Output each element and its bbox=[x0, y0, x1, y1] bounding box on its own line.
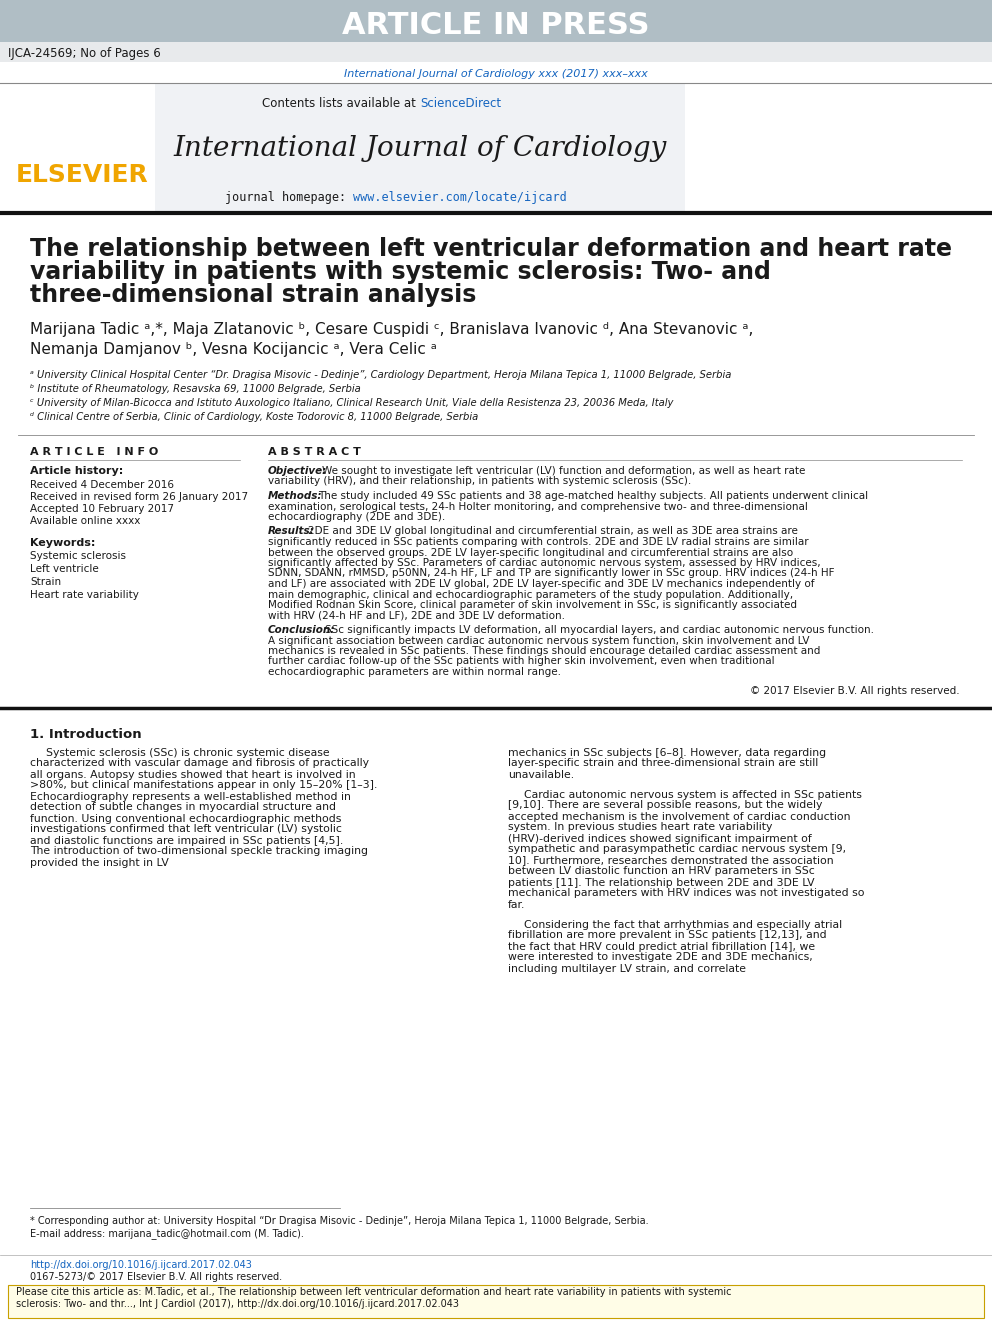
Text: significantly affected by SSc. Parameters of cardiac autonomic nervous system, a: significantly affected by SSc. Parameter… bbox=[268, 558, 820, 568]
Text: Objective:: Objective: bbox=[268, 466, 327, 476]
Text: sclerosis: Two- and thr..., Int J Cardiol (2017), http://dx.doi.org/10.1016/j.ij: sclerosis: Two- and thr..., Int J Cardio… bbox=[16, 1299, 459, 1308]
Text: A significant association between cardiac autonomic nervous system function, ski: A significant association between cardia… bbox=[268, 635, 809, 646]
Text: Accepted 10 February 2017: Accepted 10 February 2017 bbox=[30, 504, 174, 515]
Text: ᶜ University of Milan-Bicocca and Istituto Auxologico Italiano, Clinical Researc: ᶜ University of Milan-Bicocca and Istitu… bbox=[30, 398, 674, 407]
Bar bbox=[155, 83, 685, 212]
Text: patients [11]. The relationship between 2DE and 3DE LV: patients [11]. The relationship between … bbox=[508, 877, 814, 888]
Text: www.elsevier.com/locate/ijcard: www.elsevier.com/locate/ijcard bbox=[353, 191, 566, 204]
Text: variability (HRV), and their relationship, in patients with systemic sclerosis (: variability (HRV), and their relationshi… bbox=[268, 476, 691, 487]
Text: Contents lists available at: Contents lists available at bbox=[262, 97, 420, 110]
Text: A B S T R A C T: A B S T R A C T bbox=[268, 447, 361, 456]
Text: all organs. Autopsy studies showed that heart is involved in: all organs. Autopsy studies showed that … bbox=[30, 770, 355, 779]
Text: far.: far. bbox=[508, 900, 526, 909]
Text: Received 4 December 2016: Received 4 December 2016 bbox=[30, 480, 174, 490]
Text: SSc significantly impacts LV deformation, all myocardial layers, and cardiac aut: SSc significantly impacts LV deformation… bbox=[325, 624, 874, 635]
Text: E-mail address: marijana_tadic@hotmail.com (M. Tadic).: E-mail address: marijana_tadic@hotmail.c… bbox=[30, 1228, 304, 1238]
Text: * Corresponding author at: University Hospital “Dr Dragisa Misovic - Dedinje”, H: * Corresponding author at: University Ho… bbox=[30, 1216, 649, 1226]
Text: and diastolic functions are impaired in SSc patients [4,5].: and diastolic functions are impaired in … bbox=[30, 836, 343, 845]
Text: 0167-5273/© 2017 Elsevier B.V. All rights reserved.: 0167-5273/© 2017 Elsevier B.V. All right… bbox=[30, 1271, 282, 1282]
Text: ᵃ University Clinical Hospital Center “Dr. Dragisa Misovic - Dedinje”, Cardiolog: ᵃ University Clinical Hospital Center “D… bbox=[30, 370, 731, 380]
Bar bbox=[0, 0, 992, 42]
Text: SDNN, SDANN, rMMSD, p50NN, 24-h HF, LF and TP are significantly lower in SSc gro: SDNN, SDANN, rMMSD, p50NN, 24-h HF, LF a… bbox=[268, 569, 834, 578]
Bar bbox=[0, 42, 992, 62]
Text: (HRV)-derived indices showed significant impairment of: (HRV)-derived indices showed significant… bbox=[508, 833, 811, 844]
Text: Cardiac autonomic nervous system is affected in SSc patients: Cardiac autonomic nervous system is affe… bbox=[524, 790, 862, 799]
Text: Nemanja Damjanov ᵇ, Vesna Kocijancic ᵃ, Vera Celic ᵃ: Nemanja Damjanov ᵇ, Vesna Kocijancic ᵃ, … bbox=[30, 343, 436, 357]
Text: main demographic, clinical and echocardiographic parameters of the study populat: main demographic, clinical and echocardi… bbox=[268, 590, 794, 599]
Text: system. In previous studies heart rate variability: system. In previous studies heart rate v… bbox=[508, 823, 773, 832]
Text: IJCA-24569; No of Pages 6: IJCA-24569; No of Pages 6 bbox=[8, 48, 161, 61]
Text: were interested to investigate 2DE and 3DE mechanics,: were interested to investigate 2DE and 3… bbox=[508, 953, 812, 963]
Text: and LF) are associated with 2DE LV global, 2DE LV layer-specific and 3DE LV mech: and LF) are associated with 2DE LV globa… bbox=[268, 579, 814, 589]
Text: with HRV (24-h HF and LF), 2DE and 3DE LV deformation.: with HRV (24-h HF and LF), 2DE and 3DE L… bbox=[268, 610, 565, 620]
Text: Conclusion:: Conclusion: bbox=[268, 624, 335, 635]
Text: Available online xxxx: Available online xxxx bbox=[30, 516, 141, 527]
Text: between the observed groups. 2DE LV layer-specific longitudinal and circumferent: between the observed groups. 2DE LV laye… bbox=[268, 548, 794, 557]
Text: ARTICLE IN PRESS: ARTICLE IN PRESS bbox=[342, 12, 650, 41]
Text: detection of subtle changes in myocardial structure and: detection of subtle changes in myocardia… bbox=[30, 803, 336, 812]
Text: provided the insight in LV: provided the insight in LV bbox=[30, 857, 169, 868]
Text: sympathetic and parasympathetic cardiac nervous system [9,: sympathetic and parasympathetic cardiac … bbox=[508, 844, 846, 855]
Text: variability in patients with systemic sclerosis: Two- and: variability in patients with systemic sc… bbox=[30, 261, 771, 284]
Text: three-dimensional strain analysis: three-dimensional strain analysis bbox=[30, 283, 476, 307]
Text: journal homepage:: journal homepage: bbox=[225, 191, 353, 204]
Text: ELSEVIER: ELSEVIER bbox=[16, 163, 149, 187]
Text: Modified Rodnan Skin Score, clinical parameter of skin involvement in SSc, is si: Modified Rodnan Skin Score, clinical par… bbox=[268, 601, 797, 610]
Text: significantly reduced in SSc patients comparing with controls. 2DE and 3DE LV ra: significantly reduced in SSc patients co… bbox=[268, 537, 808, 546]
Text: including multilayer LV strain, and correlate: including multilayer LV strain, and corr… bbox=[508, 963, 746, 974]
Text: 2DE and 3DE LV global longitudinal and circumferential strain, as well as 3DE ar: 2DE and 3DE LV global longitudinal and c… bbox=[308, 527, 798, 537]
Text: echocardiography (2DE and 3DE).: echocardiography (2DE and 3DE). bbox=[268, 512, 445, 523]
Text: characterized with vascular damage and fibrosis of practically: characterized with vascular damage and f… bbox=[30, 758, 369, 769]
Text: 1. Introduction: 1. Introduction bbox=[30, 728, 142, 741]
Text: between LV diastolic function an HRV parameters in SSc: between LV diastolic function an HRV par… bbox=[508, 867, 814, 877]
Bar bbox=[8, 1285, 984, 1318]
Text: The introduction of two-dimensional speckle tracking imaging: The introduction of two-dimensional spec… bbox=[30, 847, 368, 856]
Text: mechanics in SSc subjects [6–8]. However, data regarding: mechanics in SSc subjects [6–8]. However… bbox=[508, 747, 826, 758]
Text: Considering the fact that arrhythmias and especially atrial: Considering the fact that arrhythmias an… bbox=[524, 919, 842, 930]
Text: mechanics is revealed in SSc patients. These findings should encourage detailed : mechanics is revealed in SSc patients. T… bbox=[268, 646, 820, 656]
Text: layer-specific strain and three-dimensional strain are still: layer-specific strain and three-dimensio… bbox=[508, 758, 818, 769]
Text: Heart rate variability: Heart rate variability bbox=[30, 590, 139, 601]
Text: Received in revised form 26 January 2017: Received in revised form 26 January 2017 bbox=[30, 492, 248, 501]
Text: >80%, but clinical manifestations appear in only 15–20% [1–3].: >80%, but clinical manifestations appear… bbox=[30, 781, 377, 791]
Text: the fact that HRV could predict atrial fibrillation [14], we: the fact that HRV could predict atrial f… bbox=[508, 942, 815, 951]
Text: A R T I C L E   I N F O: A R T I C L E I N F O bbox=[30, 447, 159, 456]
Text: Echocardiography represents a well-established method in: Echocardiography represents a well-estab… bbox=[30, 791, 351, 802]
Text: 10]. Furthermore, researches demonstrated the association: 10]. Furthermore, researches demonstrate… bbox=[508, 856, 833, 865]
Text: ᵇ Institute of Rheumatology, Resavska 69, 11000 Belgrade, Serbia: ᵇ Institute of Rheumatology, Resavska 69… bbox=[30, 384, 361, 394]
Text: International Journal of Cardiology: International Journal of Cardiology bbox=[174, 135, 667, 161]
Text: Article history:: Article history: bbox=[30, 466, 123, 476]
Text: International Journal of Cardiology xxx (2017) xxx–xxx: International Journal of Cardiology xxx … bbox=[344, 69, 648, 79]
Text: Please cite this article as: M.Tadic, et al., The relationship between left vent: Please cite this article as: M.Tadic, et… bbox=[16, 1287, 731, 1297]
Text: ᵈ Clinical Centre of Serbia, Clinic of Cardiology, Koste Todorovic 8, 11000 Belg: ᵈ Clinical Centre of Serbia, Clinic of C… bbox=[30, 411, 478, 422]
Text: Marijana Tadic ᵃ,*, Maja Zlatanovic ᵇ, Cesare Cuspidi ᶜ, Branislava Ivanovic ᵈ, : Marijana Tadic ᵃ,*, Maja Zlatanovic ᵇ, C… bbox=[30, 321, 753, 337]
Text: Systemic sclerosis (SSc) is chronic systemic disease: Systemic sclerosis (SSc) is chronic syst… bbox=[46, 747, 329, 758]
Text: fibrillation are more prevalent in SSc patients [12,13], and: fibrillation are more prevalent in SSc p… bbox=[508, 930, 826, 941]
Text: The relationship between left ventricular deformation and heart rate: The relationship between left ventricula… bbox=[30, 237, 952, 261]
Text: accepted mechanism is the involvement of cardiac conduction: accepted mechanism is the involvement of… bbox=[508, 811, 850, 822]
Text: © 2017 Elsevier B.V. All rights reserved.: © 2017 Elsevier B.V. All rights reserved… bbox=[750, 685, 960, 696]
Text: http://dx.doi.org/10.1016/j.ijcard.2017.02.043: http://dx.doi.org/10.1016/j.ijcard.2017.… bbox=[30, 1259, 252, 1270]
Text: Left ventricle: Left ventricle bbox=[30, 564, 99, 574]
Text: echocardiographic parameters are within normal range.: echocardiographic parameters are within … bbox=[268, 667, 561, 677]
Text: Strain: Strain bbox=[30, 577, 62, 587]
Text: Methods:: Methods: bbox=[268, 491, 322, 501]
Text: Keywords:: Keywords: bbox=[30, 538, 95, 548]
Text: Results:: Results: bbox=[268, 527, 314, 537]
Text: investigations confirmed that left ventricular (LV) systolic: investigations confirmed that left ventr… bbox=[30, 824, 342, 835]
Text: [9,10]. There are several possible reasons, but the widely: [9,10]. There are several possible reaso… bbox=[508, 800, 822, 811]
Text: The study included 49 SSc patients and 38 age-matched healthy subjects. All pati: The study included 49 SSc patients and 3… bbox=[318, 491, 868, 501]
Text: further cardiac follow-up of the SSc patients with higher skin involvement, even: further cardiac follow-up of the SSc pat… bbox=[268, 656, 775, 667]
Text: ScienceDirect: ScienceDirect bbox=[420, 97, 501, 110]
Text: function. Using conventional echocardiographic methods: function. Using conventional echocardiog… bbox=[30, 814, 341, 823]
Text: mechanical parameters with HRV indices was not investigated so: mechanical parameters with HRV indices w… bbox=[508, 889, 864, 898]
Text: unavailable.: unavailable. bbox=[508, 770, 574, 779]
Text: Systemic sclerosis: Systemic sclerosis bbox=[30, 550, 126, 561]
Text: We sought to investigate left ventricular (LV) function and deformation, as well: We sought to investigate left ventricula… bbox=[322, 466, 806, 476]
Text: examination, serological tests, 24-h Holter monitoring, and comprehensive two- a: examination, serological tests, 24-h Hol… bbox=[268, 501, 807, 512]
